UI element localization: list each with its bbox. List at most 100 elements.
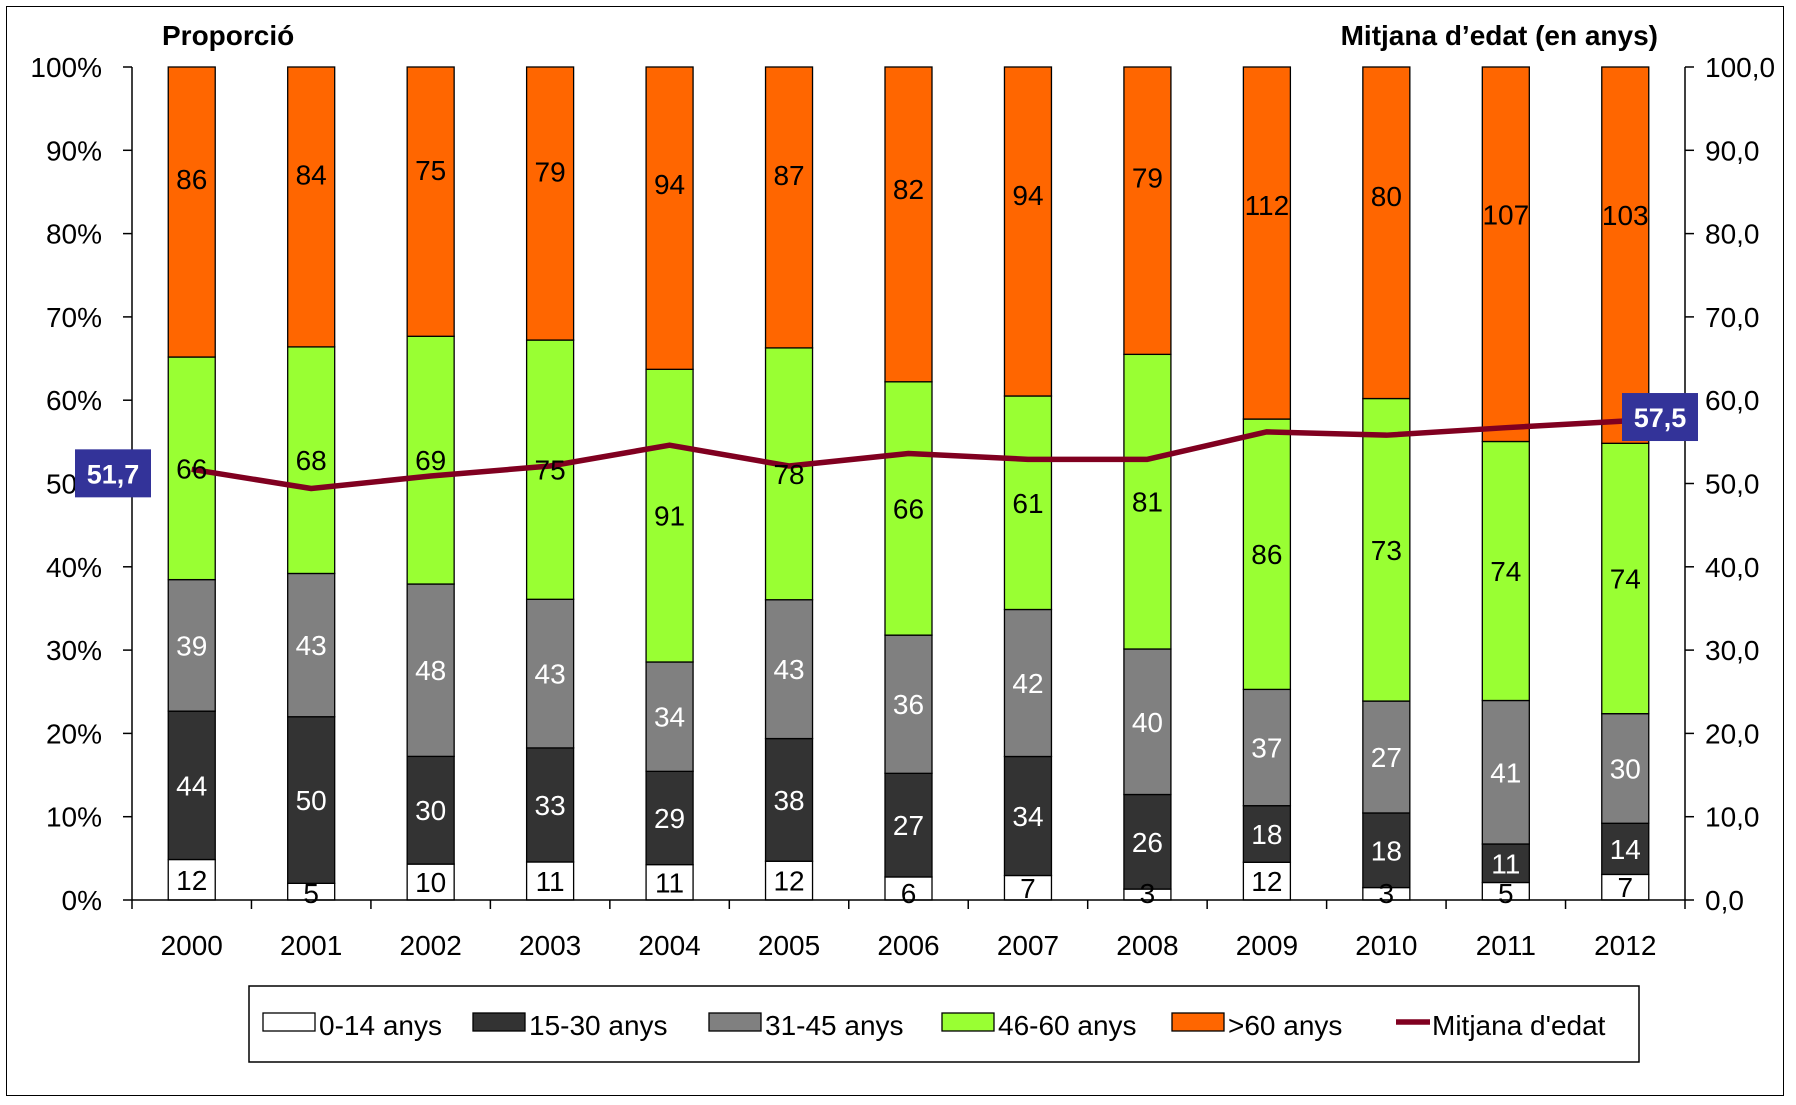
left-tick-label: 40%	[46, 552, 102, 583]
data-label: 68	[296, 445, 327, 476]
data-label: 74	[1610, 563, 1641, 594]
data-label: 87	[773, 160, 804, 191]
legend-label: 46-60 anys	[998, 1010, 1137, 1041]
data-label: 80	[1371, 181, 1402, 212]
left-tick-label: 100%	[30, 52, 102, 83]
data-label: 103	[1602, 200, 1649, 231]
data-label: 84	[296, 160, 327, 191]
right-tick-label: 20,0	[1705, 718, 1760, 749]
right-tick-label: 60,0	[1705, 385, 1760, 416]
legend-label: >60 anys	[1228, 1010, 1342, 1041]
data-label: 37	[1251, 733, 1282, 764]
right-tick-label: 40,0	[1705, 552, 1760, 583]
data-label: 18	[1251, 819, 1282, 850]
bar-segment	[766, 67, 813, 348]
x-tick-label: 2006	[877, 930, 939, 961]
bar-segment	[1363, 67, 1410, 399]
right-tick-label: 90,0	[1705, 135, 1760, 166]
left-tick-label: 70%	[46, 302, 102, 333]
data-label: 5	[1498, 878, 1514, 909]
data-label: 6	[901, 878, 917, 909]
data-label: 40	[1132, 707, 1163, 738]
data-label: 43	[296, 630, 327, 661]
bar-segment	[407, 67, 454, 336]
left-tick-label: 10%	[46, 802, 102, 833]
legend-swatch	[1172, 1013, 1224, 1031]
data-label: 39	[176, 630, 207, 661]
data-label: 79	[1132, 163, 1163, 194]
data-label: 12	[1251, 866, 1282, 897]
x-tick-label: 2004	[638, 930, 700, 961]
data-label: 79	[535, 157, 566, 188]
data-label: 61	[1012, 488, 1043, 519]
bar-segment	[1243, 67, 1290, 419]
data-label: 11	[1491, 848, 1520, 879]
data-label: 12	[773, 866, 804, 897]
left-tick-label: 0%	[62, 885, 102, 916]
data-label: 66	[176, 453, 207, 484]
data-label: 91	[654, 501, 685, 532]
right-tick-label: 100,0	[1705, 52, 1775, 83]
data-label: 14	[1610, 834, 1641, 865]
data-label: 3	[1140, 878, 1156, 909]
data-label: 12	[176, 865, 207, 896]
data-label: 94	[654, 169, 685, 200]
data-label: 73	[1371, 535, 1402, 566]
left-tick-label: 90%	[46, 135, 102, 166]
x-tick-label: 2001	[280, 930, 342, 961]
x-tick-label: 2012	[1594, 930, 1656, 961]
left-tick-label: 80%	[46, 219, 102, 250]
data-label: 112	[1245, 190, 1290, 221]
bar-segment	[1004, 67, 1051, 396]
data-label: 43	[773, 654, 804, 685]
x-tick-label: 2008	[1116, 930, 1178, 961]
data-label: 69	[415, 445, 446, 476]
x-tick-label: 2002	[400, 930, 462, 961]
right-tick-label: 70,0	[1705, 302, 1760, 333]
data-label: 78	[773, 459, 804, 490]
average-age-callout-label: 57,5	[1634, 403, 1687, 433]
data-label: 38	[773, 785, 804, 816]
legend-swatch	[942, 1013, 994, 1031]
data-label: 94	[1012, 180, 1043, 211]
data-label: 27	[1371, 742, 1402, 773]
bar-segment	[527, 67, 574, 340]
x-tick-label: 2005	[758, 930, 820, 961]
data-label: 81	[1132, 487, 1163, 518]
left-tick-label: 20%	[46, 718, 102, 749]
data-label: 44	[176, 770, 207, 801]
data-label: 11	[655, 867, 684, 898]
right-tick-label: 0,0	[1705, 885, 1744, 916]
data-label: 27	[893, 810, 924, 841]
data-label: 86	[176, 164, 207, 195]
data-label: 30	[1610, 753, 1641, 784]
data-label: 33	[535, 790, 566, 821]
legend-label: 0-14 anys	[319, 1010, 442, 1041]
right-tick-label: 80,0	[1705, 219, 1760, 250]
data-label: 75	[415, 155, 446, 186]
bar-segment	[646, 67, 693, 369]
data-label: 50	[296, 785, 327, 816]
x-tick-label: 2000	[161, 930, 223, 961]
left-tick-label: 30%	[46, 635, 102, 666]
data-label: 74	[1490, 556, 1521, 587]
data-label: 7	[1020, 873, 1036, 904]
x-tick-label: 2003	[519, 930, 581, 961]
data-label: 5	[303, 878, 319, 909]
data-label: 34	[1012, 801, 1043, 832]
bar-segment	[1124, 67, 1171, 354]
data-label: 42	[1012, 668, 1043, 699]
x-tick-label: 2011	[1476, 930, 1536, 961]
x-tick-label: 2010	[1355, 930, 1417, 961]
legend-swatch	[709, 1013, 761, 1031]
data-label: 86	[1251, 539, 1282, 570]
x-tick-label: 2009	[1236, 930, 1298, 961]
data-label: 41	[1490, 757, 1521, 788]
legend-label: 31-45 anys	[765, 1010, 904, 1041]
x-tick-label: 2007	[997, 930, 1059, 961]
right-tick-label: 10,0	[1705, 802, 1760, 833]
data-label: 66	[893, 493, 924, 524]
right-axis-title: Mitjana d’edat (en anys)	[1341, 20, 1658, 51]
legend-swatch	[263, 1013, 315, 1031]
